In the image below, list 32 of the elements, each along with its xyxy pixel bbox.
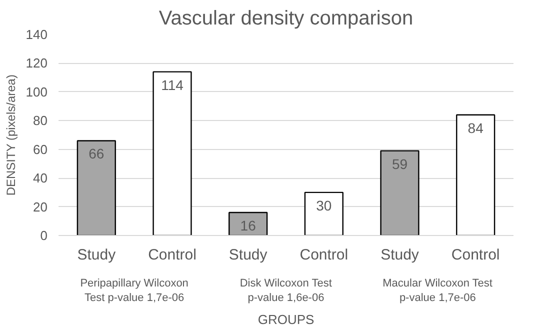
text: Macular Wilcoxon Test p-value 1,7e-06	[382, 278, 492, 304]
y-tick-label: 0	[40, 228, 48, 243]
bar	[152, 71, 192, 236]
y-tick-label: 40	[33, 170, 48, 186]
x-tick-label: Control	[451, 246, 500, 264]
y-tick-label: 60	[33, 142, 48, 157]
x-tick-label: Study	[380, 246, 420, 264]
y-tick-label: 120	[26, 56, 48, 71]
x-tick-label: Study	[77, 246, 116, 264]
x-axis-title: GROUPS	[258, 312, 314, 327]
data-label: 84	[468, 120, 484, 136]
x-tick-label: Study	[228, 246, 268, 264]
data-label: 30	[316, 197, 332, 214]
x-tick-label: Control	[300, 246, 348, 264]
x-tick-label: Control	[148, 246, 196, 264]
data-label: 16	[240, 218, 256, 234]
bar	[76, 140, 116, 236]
y-tick-label: 20	[33, 199, 48, 214]
y-tick-label: 80	[33, 113, 48, 128]
y-axis-title: DENSITY (pixels/area)	[4, 74, 18, 196]
text: Peripapillary Wilcoxon Test p-value 1,7e-06	[80, 278, 188, 304]
bar	[456, 114, 496, 236]
data-label: 59	[392, 156, 408, 172]
data-label: 114	[161, 76, 184, 93]
y-tick-label: 100	[26, 84, 48, 100]
bar	[304, 192, 344, 236]
y-tick-label: 140	[26, 27, 48, 42]
bar	[228, 212, 268, 236]
text: Disk Wilcoxon Test p-value 1,6e-06	[240, 278, 332, 304]
chart-title: Vascular density comparison	[158, 8, 414, 30]
data-label: 66	[88, 146, 104, 162]
bar	[380, 150, 420, 236]
